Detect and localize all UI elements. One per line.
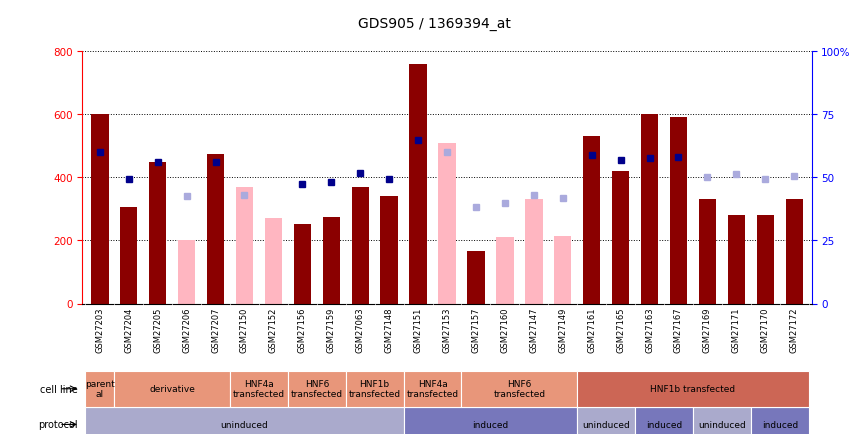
FancyBboxPatch shape: [85, 407, 404, 434]
FancyBboxPatch shape: [115, 371, 230, 407]
Bar: [293, 224, 311, 304]
Bar: [699, 200, 716, 304]
Text: GSM27147: GSM27147: [529, 307, 538, 352]
Text: GSM27172: GSM27172: [790, 307, 799, 352]
Text: HNF1b
transfected: HNF1b transfected: [349, 379, 401, 398]
Text: GSM27203: GSM27203: [95, 307, 104, 352]
Bar: [352, 187, 369, 304]
Bar: [265, 219, 282, 304]
Text: uninduced: uninduced: [220, 420, 268, 429]
Text: GSM27163: GSM27163: [645, 307, 654, 353]
FancyBboxPatch shape: [751, 407, 809, 434]
FancyBboxPatch shape: [345, 371, 404, 407]
FancyBboxPatch shape: [230, 371, 288, 407]
Text: GSM27159: GSM27159: [326, 307, 336, 352]
Bar: [583, 137, 601, 304]
Bar: [554, 236, 571, 304]
Text: parent
al: parent al: [85, 379, 115, 398]
FancyBboxPatch shape: [404, 371, 462, 407]
Text: induced: induced: [472, 420, 509, 429]
Text: uninduced: uninduced: [582, 420, 630, 429]
Text: GSM27205: GSM27205: [153, 307, 162, 352]
Text: derivative: derivative: [149, 385, 195, 393]
Text: GSM27161: GSM27161: [587, 307, 596, 352]
Text: uninduced: uninduced: [698, 420, 746, 429]
Bar: [178, 241, 195, 304]
FancyBboxPatch shape: [577, 371, 809, 407]
Bar: [641, 115, 658, 304]
Text: GSM27152: GSM27152: [269, 307, 278, 352]
Text: GSM27167: GSM27167: [674, 307, 683, 353]
Text: GSM27207: GSM27207: [211, 307, 220, 352]
Text: HNF4a
transfected: HNF4a transfected: [233, 379, 285, 398]
Text: GSM27160: GSM27160: [500, 307, 510, 352]
Bar: [757, 216, 774, 304]
Text: GSM27149: GSM27149: [558, 307, 568, 352]
Text: induced: induced: [761, 420, 798, 429]
Bar: [467, 252, 484, 304]
Text: HNF1b transfected: HNF1b transfected: [650, 385, 735, 393]
FancyBboxPatch shape: [404, 407, 577, 434]
Text: HNF6
transfected: HNF6 transfected: [493, 379, 545, 398]
Text: GSM27171: GSM27171: [732, 307, 741, 352]
Bar: [786, 200, 803, 304]
Text: GSM27204: GSM27204: [124, 307, 134, 352]
Text: induced: induced: [646, 420, 682, 429]
Bar: [323, 217, 340, 304]
Text: HNF6
transfected: HNF6 transfected: [291, 379, 343, 398]
Text: GSM27165: GSM27165: [616, 307, 625, 352]
FancyBboxPatch shape: [462, 371, 577, 407]
Bar: [727, 216, 745, 304]
Text: GSM27157: GSM27157: [471, 307, 481, 352]
Bar: [670, 118, 687, 304]
Text: protocol: protocol: [38, 420, 78, 429]
Bar: [525, 200, 542, 304]
Text: GSM27169: GSM27169: [703, 307, 712, 352]
Bar: [120, 208, 137, 304]
Text: GSM27148: GSM27148: [385, 307, 394, 352]
Bar: [207, 155, 224, 304]
Bar: [410, 65, 427, 304]
Text: GSM27170: GSM27170: [760, 307, 770, 352]
Text: GSM27063: GSM27063: [356, 307, 365, 353]
FancyBboxPatch shape: [577, 407, 635, 434]
Bar: [149, 163, 167, 304]
Bar: [438, 143, 456, 304]
Text: GSM27156: GSM27156: [298, 307, 307, 352]
Bar: [612, 171, 629, 304]
Text: HNF4a
transfected: HNF4a transfected: [406, 379, 458, 398]
Text: GSM27206: GSM27206: [182, 307, 191, 352]
FancyBboxPatch shape: [693, 407, 751, 434]
Text: GDS905 / 1369394_at: GDS905 / 1369394_at: [358, 17, 510, 31]
Text: GSM27150: GSM27150: [240, 307, 249, 352]
Text: cell line: cell line: [41, 384, 78, 394]
FancyBboxPatch shape: [85, 371, 115, 407]
FancyBboxPatch shape: [288, 371, 345, 407]
Bar: [380, 197, 398, 304]
Bar: [91, 115, 108, 304]
Text: GSM27153: GSM27153: [443, 307, 451, 352]
Bar: [496, 238, 514, 304]
Bar: [236, 187, 253, 304]
FancyBboxPatch shape: [635, 407, 693, 434]
Text: GSM27151: GSM27151: [413, 307, 423, 352]
